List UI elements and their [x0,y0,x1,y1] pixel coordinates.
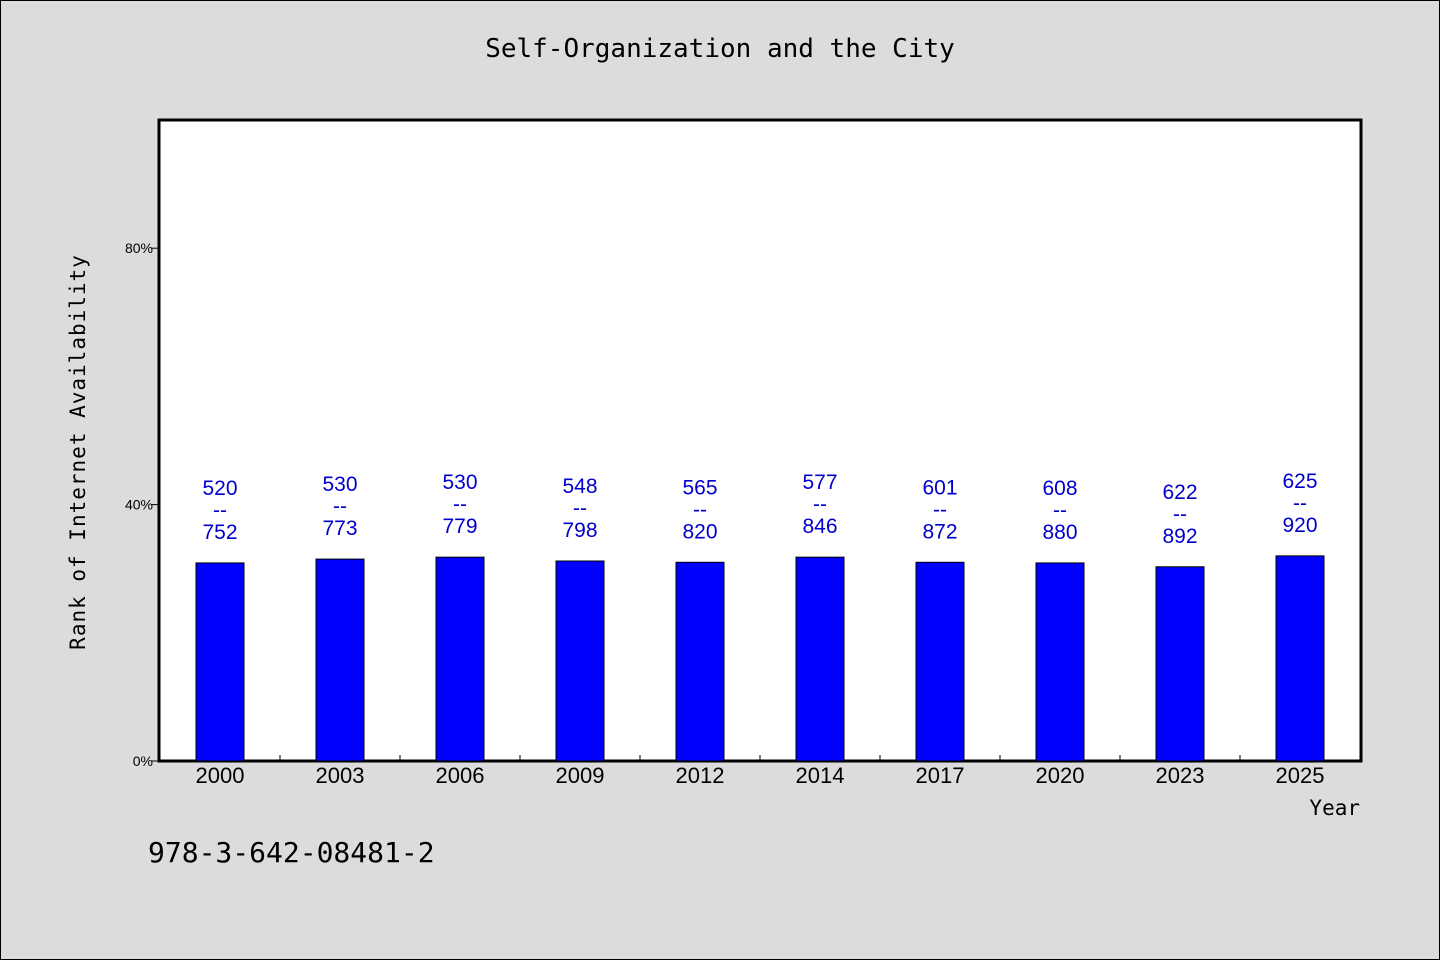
x-tick-label: 2000 [196,763,245,788]
bar-data-label: 608 [1042,477,1077,500]
x-tick-label: 2020 [1036,763,1085,788]
bar-data-label: -- [573,497,587,520]
bar-data-label: 530 [322,473,357,496]
bar-data-label: 520 [202,477,237,500]
bar [1035,562,1085,762]
bar-data-label: 577 [802,471,837,494]
isbn-footnote: 978-3-642-08481-2 [148,836,435,869]
bar-data-label: 846 [802,515,837,538]
x-tick-label: 2017 [916,763,965,788]
bar-data-label: -- [333,495,347,518]
bar [315,558,365,762]
bar-data-label: 880 [1042,521,1077,544]
bar-data-label: -- [1293,492,1307,515]
bar-data-label: -- [933,498,947,521]
bar-data-label: 752 [202,521,237,544]
bar [795,556,845,762]
y-tick-label: 0% [133,753,153,769]
bar-data-label: -- [813,493,827,516]
bar-data-label: 622 [1162,481,1197,504]
bar-data-label: 625 [1282,470,1317,493]
bar-data-label: 779 [442,515,477,538]
bar-data-label: -- [693,498,707,521]
y-tick-label: 80% [125,240,153,256]
bar [195,562,245,762]
bar [555,560,605,762]
bar-data-label: -- [1053,499,1067,522]
bar [1275,555,1325,762]
bar [1155,566,1205,762]
bar-data-label: 798 [562,519,597,542]
x-axis-label: Year [1309,796,1360,820]
y-tick-label: 40% [125,497,153,513]
bar [675,561,725,762]
x-tick-label: 2014 [796,763,845,788]
chart-title: Self-Organization and the City [485,34,955,64]
bar-data-label: 820 [682,520,717,543]
bar [435,556,485,762]
x-tick-label: 2003 [316,763,365,788]
x-tick-label: 2012 [676,763,725,788]
x-tick-label: 2025 [1276,763,1325,788]
bar-data-label: 872 [922,520,957,543]
bar-data-label: -- [453,493,467,516]
x-tick-label: 2023 [1156,763,1205,788]
x-tick-label: 2009 [556,763,605,788]
bar [915,561,965,762]
bar-data-label: 565 [682,476,717,499]
bar-data-label: 920 [1282,514,1317,537]
bar-data-label: -- [213,499,227,522]
bar-data-label: 773 [322,517,357,540]
x-tick-label: 2006 [436,763,485,788]
bar-data-label: 548 [562,475,597,498]
bar-data-label: 892 [1162,525,1197,548]
bar-data-label: 530 [442,471,477,494]
bar-data-label: 601 [922,476,957,499]
bar-data-label: -- [1173,503,1187,526]
y-axis-label: Rank of Internet Availability [66,254,90,650]
